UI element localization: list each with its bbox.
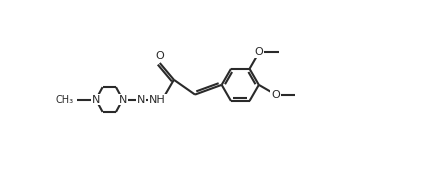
- Text: N: N: [119, 95, 127, 105]
- Text: NH: NH: [149, 95, 166, 105]
- Text: CH₃: CH₃: [55, 95, 74, 105]
- Text: O: O: [156, 51, 164, 61]
- Text: O: O: [271, 90, 280, 100]
- Text: N: N: [137, 95, 145, 105]
- Text: O: O: [255, 47, 264, 57]
- Text: N: N: [92, 95, 100, 105]
